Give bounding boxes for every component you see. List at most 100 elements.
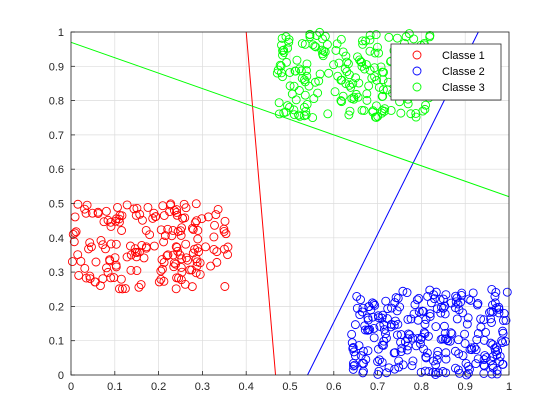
point-series-1 xyxy=(134,282,144,292)
point-series-3 xyxy=(360,64,369,74)
point-series-1 xyxy=(103,267,113,277)
point-series-1 xyxy=(116,274,126,284)
point-series-1 xyxy=(139,253,149,263)
point-series-1 xyxy=(111,239,121,249)
point-series-2 xyxy=(473,299,483,308)
point-series-1 xyxy=(191,254,201,264)
point-series-1 xyxy=(130,244,140,254)
point-series-1 xyxy=(74,270,84,280)
point-series-1 xyxy=(172,273,182,283)
point-series-1 xyxy=(213,204,223,214)
point-series-3 xyxy=(371,30,381,40)
point-series-2 xyxy=(434,368,444,378)
point-series-1 xyxy=(122,200,132,210)
point-series-2 xyxy=(492,342,501,352)
data-points xyxy=(67,27,512,380)
axis-ticks: 0 0.1 0.2 0.3 0.4 0.5 0.6 0.7 0.8 0.9 1 0 0.1 0.2 0.3 0… xyxy=(49,27,512,393)
point-series-3 xyxy=(379,106,389,116)
point-series-1 xyxy=(99,217,109,227)
point-series-2 xyxy=(375,355,384,365)
point-series-1 xyxy=(120,284,130,294)
point-series-1 xyxy=(160,231,170,241)
point-series-3 xyxy=(371,101,381,111)
point-series-2 xyxy=(487,369,497,379)
point-series-2 xyxy=(350,360,360,370)
point-series-1 xyxy=(210,220,219,230)
point-series-1 xyxy=(117,284,127,294)
point-series-3 xyxy=(302,71,312,81)
point-series-2 xyxy=(421,353,431,363)
point-series-3 xyxy=(403,99,413,109)
point-series-3 xyxy=(353,52,362,62)
point-series-1 xyxy=(156,274,166,284)
point-series-3 xyxy=(404,29,414,39)
point-series-2 xyxy=(473,329,483,338)
point-series-2 xyxy=(470,343,479,352)
point-series-2 xyxy=(460,339,470,348)
point-series-2 xyxy=(460,329,470,339)
point-series-1 xyxy=(177,267,187,277)
legend-label: Classe 2 xyxy=(442,66,485,78)
point-series-1 xyxy=(165,200,175,210)
point-series-2 xyxy=(457,288,467,298)
point-series-2 xyxy=(501,336,510,346)
point-series-1 xyxy=(125,241,135,251)
point-series-3 xyxy=(320,47,330,57)
point-series-3 xyxy=(346,82,356,92)
point-series-1 xyxy=(102,263,111,273)
point-series-1 xyxy=(165,207,175,217)
point-series-2 xyxy=(363,346,373,356)
point-series-1 xyxy=(212,247,222,257)
point-series-3 xyxy=(374,48,384,58)
point-series-2 xyxy=(441,354,451,364)
point-series-3 xyxy=(380,104,390,114)
point-series-3 xyxy=(357,61,367,71)
point-series-1 xyxy=(209,244,219,254)
x-tick-label: 0.2 xyxy=(151,381,166,393)
point-series-2 xyxy=(356,295,365,305)
point-series-2 xyxy=(373,357,383,366)
point-series-2 xyxy=(479,368,489,378)
point-series-2 xyxy=(498,316,508,325)
point-series-1 xyxy=(159,257,169,267)
point-series-2 xyxy=(454,305,464,315)
point-series-1 xyxy=(131,210,141,220)
point-series-1 xyxy=(181,203,191,213)
y-tick-label: 0.7 xyxy=(49,130,64,142)
point-series-2 xyxy=(453,365,463,375)
point-series-3 xyxy=(425,32,435,42)
point-series-3 xyxy=(330,87,340,97)
point-series-3 xyxy=(354,78,364,88)
point-series-2 xyxy=(354,341,364,351)
point-series-3 xyxy=(362,95,372,105)
point-series-2 xyxy=(454,349,464,359)
point-series-2 xyxy=(403,314,413,324)
point-series-2 xyxy=(393,293,403,303)
point-series-2 xyxy=(369,323,379,333)
point-series-2 xyxy=(441,368,451,378)
point-series-2 xyxy=(408,356,418,366)
point-series-2 xyxy=(494,302,504,312)
point-series-1 xyxy=(69,237,79,247)
point-series-1 xyxy=(168,226,178,235)
point-series-3 xyxy=(277,40,286,50)
point-series-2 xyxy=(403,334,413,344)
y-tick-label: 0.1 xyxy=(49,336,64,348)
point-series-1 xyxy=(138,215,147,225)
point-series-1 xyxy=(91,257,101,267)
point-series-3 xyxy=(283,101,292,111)
point-series-2 xyxy=(442,334,452,344)
point-series-3 xyxy=(302,59,312,69)
point-series-1 xyxy=(187,223,197,233)
point-series-2 xyxy=(358,368,368,378)
point-series-1 xyxy=(197,214,207,224)
point-series-3 xyxy=(318,34,327,44)
point-series-2 xyxy=(407,361,417,371)
point-series-2 xyxy=(446,328,456,338)
point-series-3 xyxy=(291,66,301,76)
point-series-1 xyxy=(163,224,173,234)
point-series-2 xyxy=(502,287,512,297)
point-series-2 xyxy=(499,309,509,318)
point-series-2 xyxy=(413,315,423,325)
point-series-2 xyxy=(410,300,420,310)
